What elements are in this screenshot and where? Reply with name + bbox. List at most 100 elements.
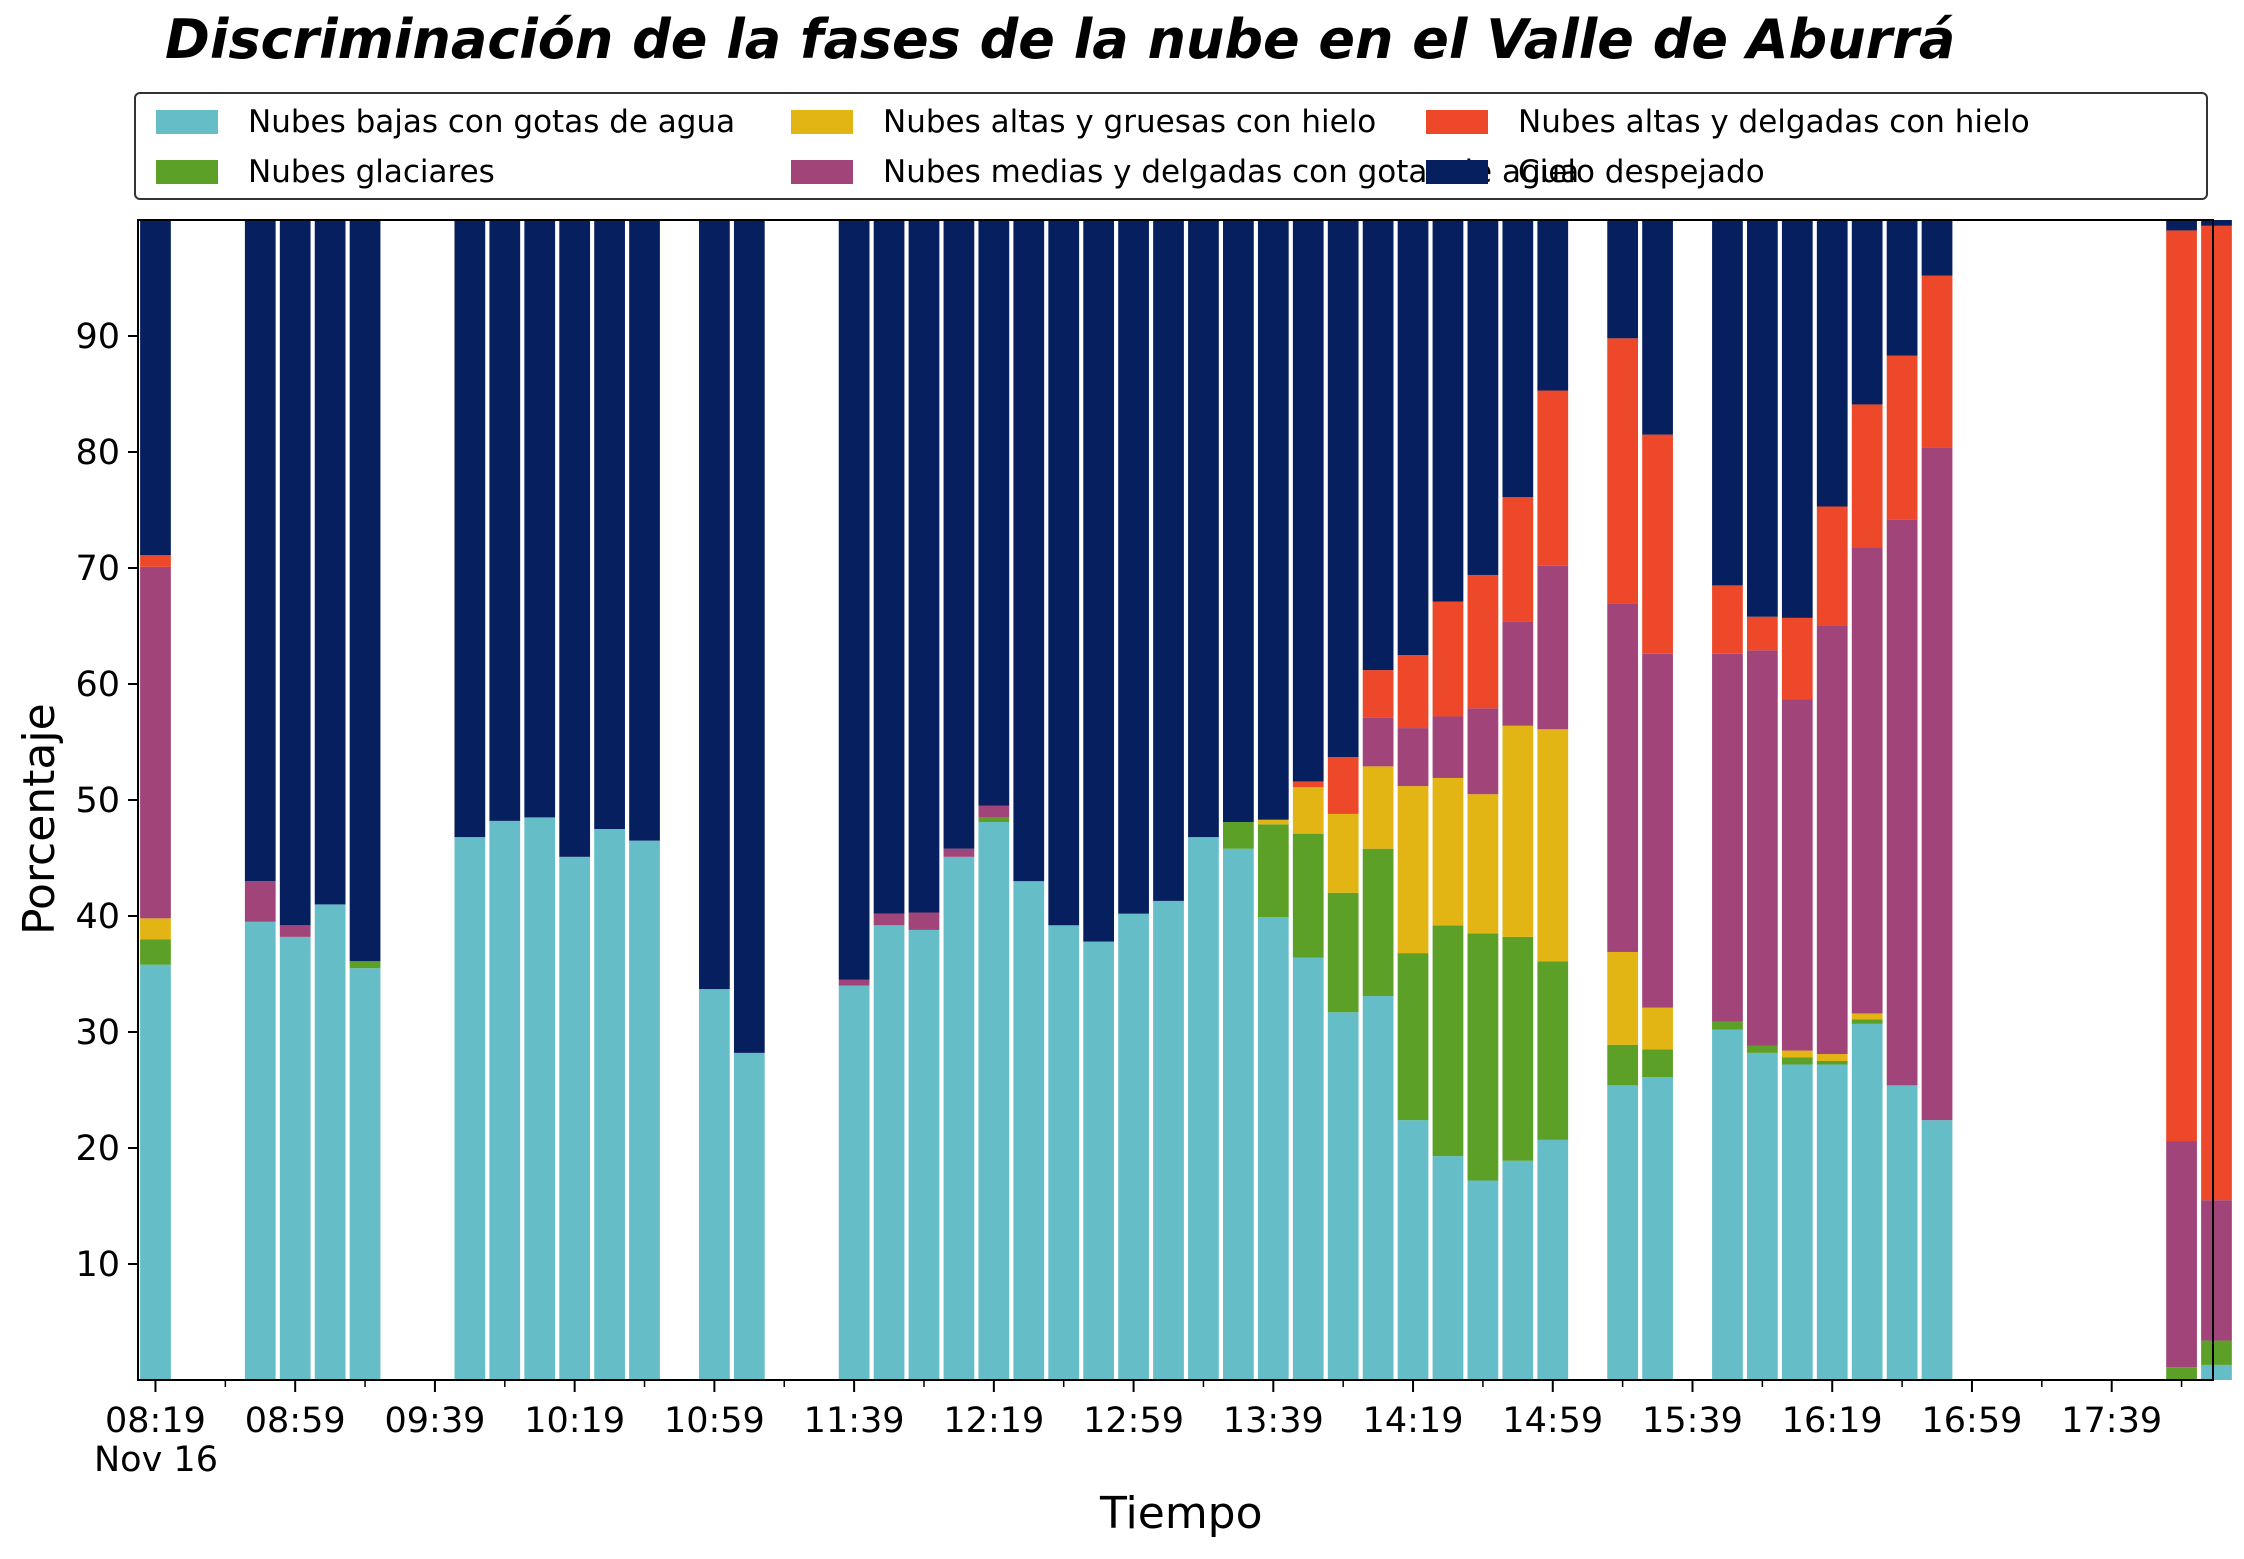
y-tick-label: 60 [75,665,120,705]
bar-segment [1781,699,1813,1051]
bar-segment [1781,220,1813,618]
bar-segment [1292,781,1324,788]
bar-segment [1607,603,1639,952]
legend-swatch [156,110,218,134]
bar-segment [1781,617,1813,700]
bar-segment [1292,833,1324,958]
bar-segment [1607,1044,1639,1086]
bar-segment [1642,1077,1673,1380]
bar-segment [279,925,311,937]
bar-segment [2166,1141,2197,1368]
bar-segment [1362,220,1394,671]
bar-segment [1327,813,1359,893]
bar-segment [1747,220,1778,617]
bar-segment [1432,716,1464,778]
bar-segment [699,220,730,990]
bar-segment [1223,822,1254,849]
bar-segment [1921,447,1953,1121]
bar-segment [1816,220,1848,507]
bar-segment [838,985,870,1380]
bar-segment [1921,275,1953,448]
bar-segment [1537,565,1569,730]
x-tick-label: 14:59 [1502,1401,1603,1441]
bar-segment [140,964,171,1380]
bar-segment [1502,621,1534,726]
legend-label: Cielo despejado [1518,154,1765,190]
bar-segment [1013,881,1045,1380]
legend-item: Nubes altas y gruesas con hielo [791,104,1376,140]
bar-segment [1642,1049,1673,1078]
legend-label: Nubes altas y delgadas con hielo [1518,104,2030,140]
bar-segment [1747,616,1778,651]
x-tick-label: 08:59 [245,1401,346,1441]
bar-segment [1781,1050,1813,1058]
bar-segment [1432,777,1464,926]
legend: Nubes bajas con gotas de agua Nubes glaci… [134,92,2208,200]
x-tick-label: 12:19 [943,1401,1044,1441]
bar-segment [594,220,625,829]
bar-segment [1048,925,1080,1380]
bar-segment [1816,1054,1848,1061]
bar-segment [1816,626,1848,1055]
bar-segment [1502,220,1534,498]
bar-segment [1502,936,1534,1161]
y-tick-label: 50 [75,781,120,821]
bar-segment [1642,653,1673,1008]
bar-segment [1642,1007,1673,1050]
bar-segment [140,918,171,940]
bar-segment [978,817,1010,823]
bar-segment [140,566,171,919]
bar-segment [1851,1019,1883,1024]
x-tick-label: 17:39 [2061,1401,2162,1441]
x-tick-label: 14:19 [1363,1401,1464,1441]
bar-segment [943,848,975,857]
bar-segment [1467,794,1499,934]
bar-segment [1153,900,1184,1380]
x-axis-title: Tiempo [1100,1488,1263,1539]
legend-label: Nubes glaciares [248,154,495,190]
bar-segment [2201,1364,2232,1380]
y-tick-label: 30 [75,1013,120,1053]
bar-segment [2166,230,2197,1142]
bar-segment [1502,497,1534,622]
date-label: Nov 16 [94,1440,218,1480]
bar-segment [1712,1021,1743,1030]
bar-segment [140,555,171,567]
bar-segment [1432,925,1464,1157]
bar-segment [1397,655,1429,729]
legend-swatch [791,110,853,134]
bar-segment [1432,601,1464,717]
bar-segment [1886,519,1918,1086]
bar-segment [349,968,381,1380]
bar-segment [2166,1367,2197,1380]
bar-segment [1013,220,1045,882]
y-tick-label: 10 [75,1245,120,1285]
bar-segment [1362,670,1394,718]
bar-segment [943,220,975,849]
bar-segment [2201,220,2232,226]
legend-label: Nubes altas y gruesas con hielo [883,104,1377,140]
bar-segment [1467,933,1499,1181]
bar-segment [978,805,1010,818]
bar-segment [279,220,311,926]
bar-segment [1362,766,1394,849]
x-tick-label: 10:19 [524,1401,625,1441]
x-tick-label: 11:39 [804,1401,905,1441]
bar-segment [140,939,171,965]
bar-segment [1851,404,1883,548]
bar-segment [314,904,346,1380]
bar-segment [1188,220,1219,838]
legend-swatch [1426,110,1488,134]
bar-segment [1851,547,1883,1014]
x-tick-label: 13:39 [1223,1401,1324,1441]
bar-segment [1816,1061,1848,1065]
bar-segment [1292,957,1324,1380]
bar-segment [559,856,591,1380]
bar-segment [1537,390,1569,566]
bar-segment [1467,574,1499,709]
bar-segment [1118,220,1149,914]
legend-swatch [156,160,218,184]
x-tick-label: 16:59 [1922,1401,2023,1441]
y-tick-label: 20 [75,1129,120,1169]
